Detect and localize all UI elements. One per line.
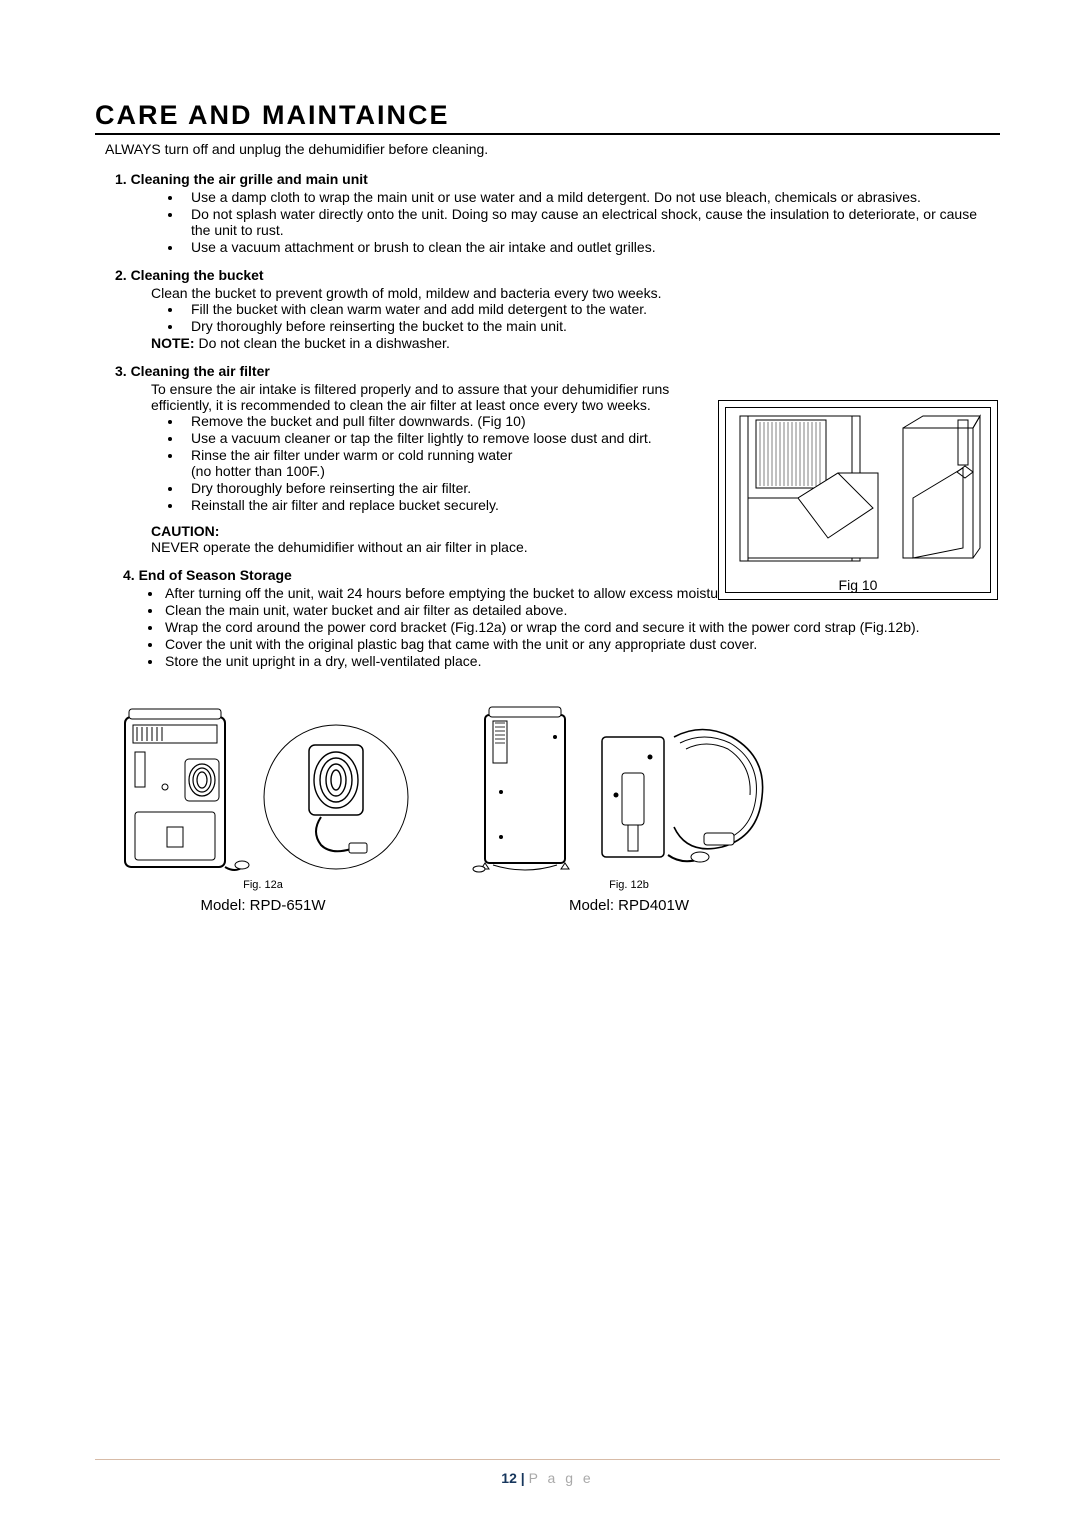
- s3-bullet: Rinse the air filter under warm or cold …: [183, 447, 743, 479]
- s3-bullet: Reinstall the air filter and replace buc…: [183, 497, 743, 513]
- fig12a-detail-icon: [261, 717, 411, 877]
- s3-bullet: Dry thoroughly before reinserting the ai…: [183, 480, 743, 496]
- note-text: Do not clean the bucket in a dishwasher.: [195, 335, 450, 351]
- figure-10: Fig 10: [718, 400, 998, 600]
- page-title: CARE AND MAINTAINCE: [95, 100, 1000, 135]
- page-word: P a g e: [529, 1470, 594, 1486]
- model-b: Model: RPD401W: [471, 897, 787, 914]
- section1-heading: 1. Cleaning the air grille and main unit: [115, 171, 1000, 187]
- s3-bullet: Remove the bucket and pull filter downwa…: [183, 413, 743, 429]
- s3-intro: To ensure the air intake is filtered pro…: [151, 381, 711, 413]
- fig10-label: Fig 10: [719, 577, 997, 593]
- page-footer: 12 | P a g e: [95, 1459, 1000, 1486]
- s4-bullet: Wrap the cord around the power cord brac…: [163, 619, 1000, 635]
- model-a: Model: RPD-651W: [115, 897, 411, 914]
- fig12b-unit-icon: [471, 697, 586, 877]
- note-label: NOTE:: [151, 335, 195, 351]
- s1-bullet: Use a vacuum attachment or brush to clea…: [183, 239, 1000, 255]
- fig12a-label: Fig. 12a: [115, 879, 411, 891]
- s1-bullet: Do not splash water directly onto the un…: [183, 206, 1000, 238]
- s2-intro: Clean the bucket to prevent growth of mo…: [151, 285, 1000, 301]
- fig12b-detail-icon: [592, 717, 787, 877]
- s2-note: NOTE: Do not clean the bucket in a dishw…: [151, 335, 1000, 351]
- caution-label: CAUTION:: [151, 523, 219, 539]
- intro-text: ALWAYS turn off and unplug the dehumidif…: [105, 141, 1000, 157]
- s4-bullet: Store the unit upright in a dry, well-ve…: [163, 653, 1000, 669]
- s2-bullet: Fill the bucket with clean warm water an…: [183, 301, 1000, 317]
- fig12a-unit-icon: [115, 697, 255, 877]
- page-number: 12 |: [501, 1470, 528, 1486]
- section3-heading: 3. Cleaning the air filter: [115, 363, 1000, 379]
- section2-heading: 2. Cleaning the bucket: [115, 267, 1000, 283]
- s4-bullet: Clean the main unit, water bucket and ai…: [163, 602, 1000, 618]
- s1-bullet: Use a damp cloth to wrap the main unit o…: [183, 189, 1000, 205]
- s3-bullet: Use a vacuum cleaner or tap the filter l…: [183, 430, 743, 446]
- fig10-drawing: [726, 408, 990, 573]
- s2-bullet: Dry thoroughly before reinserting the bu…: [183, 318, 1000, 334]
- s4-bullet: Cover the unit with the original plastic…: [163, 636, 1000, 652]
- bottom-figures: Fig. 12a Model: RPD-651W: [115, 697, 1000, 914]
- fig12b-label: Fig. 12b: [471, 879, 787, 891]
